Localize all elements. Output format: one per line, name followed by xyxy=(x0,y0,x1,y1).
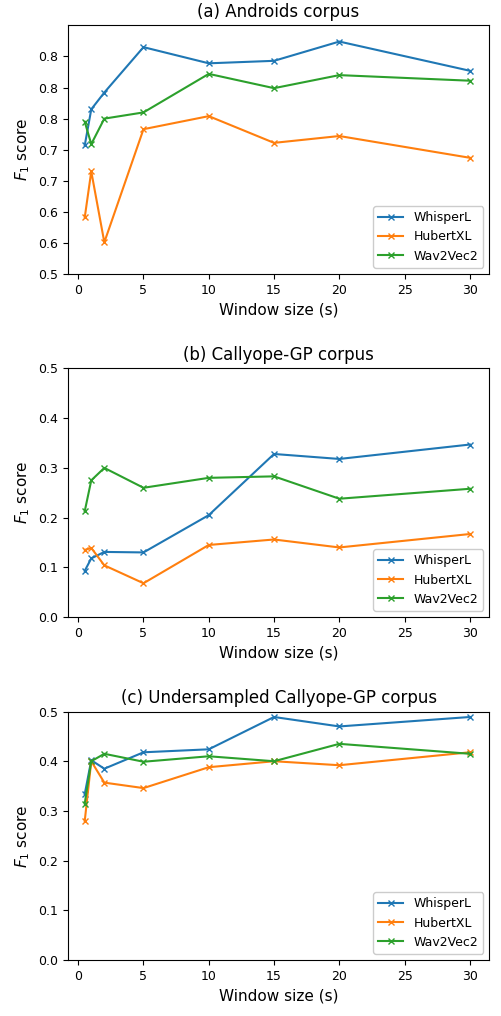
WhisperL xyxy=(205,509,211,521)
Wav2Vec2 xyxy=(466,483,472,495)
HubertXL xyxy=(336,759,342,771)
X-axis label: Window size (s): Window size (s) xyxy=(218,303,338,317)
Y-axis label: $F_1$ score: $F_1$ score xyxy=(14,461,33,524)
HubertXL xyxy=(336,542,342,554)
Wav2Vec2 xyxy=(101,113,107,125)
Legend: WhisperL, HubertXL, Wav2Vec2: WhisperL, HubertXL, Wav2Vec2 xyxy=(373,892,482,954)
HubertXL xyxy=(271,755,277,767)
Y-axis label: $F_1$ score: $F_1$ score xyxy=(14,804,33,868)
HubertXL xyxy=(205,110,211,122)
HubertXL xyxy=(101,776,107,788)
HubertXL xyxy=(336,130,342,142)
Title: (c) Undersampled Callyope-GP corpus: (c) Undersampled Callyope-GP corpus xyxy=(120,689,436,707)
HubertXL xyxy=(205,538,211,551)
Wav2Vec2 xyxy=(88,138,94,150)
HubertXL xyxy=(271,137,277,149)
HubertXL xyxy=(101,236,107,248)
WhisperL xyxy=(101,546,107,558)
WhisperL xyxy=(466,65,472,77)
WhisperL xyxy=(336,720,342,733)
Line: Wav2Vec2: Wav2Vec2 xyxy=(81,464,472,515)
X-axis label: Window size (s): Window size (s) xyxy=(218,645,338,660)
HubertXL xyxy=(140,123,146,135)
HubertXL xyxy=(140,577,146,589)
Wav2Vec2 xyxy=(205,750,211,762)
Title: (a) Androids corpus: (a) Androids corpus xyxy=(197,3,359,21)
Y-axis label: $F_1$ score: $F_1$ score xyxy=(14,118,33,182)
HubertXL xyxy=(466,151,472,164)
WhisperL xyxy=(336,453,342,465)
Wav2Vec2 xyxy=(466,748,472,760)
WhisperL xyxy=(271,711,277,723)
Wav2Vec2 xyxy=(336,69,342,81)
WhisperL xyxy=(82,139,88,151)
HubertXL xyxy=(88,542,94,554)
WhisperL xyxy=(82,565,88,577)
WhisperL xyxy=(88,104,94,116)
WhisperL xyxy=(140,547,146,559)
X-axis label: Window size (s): Window size (s) xyxy=(218,989,338,1004)
Wav2Vec2 xyxy=(82,116,88,128)
WhisperL xyxy=(466,439,472,451)
HubertXL xyxy=(466,528,472,541)
Title: (b) Callyope-GP corpus: (b) Callyope-GP corpus xyxy=(183,346,373,364)
Line: WhisperL: WhisperL xyxy=(81,441,472,574)
Line: Wav2Vec2: Wav2Vec2 xyxy=(81,70,472,147)
HubertXL xyxy=(205,761,211,773)
Line: WhisperL: WhisperL xyxy=(81,38,472,148)
HubertXL xyxy=(101,559,107,571)
WhisperL xyxy=(271,55,277,67)
WhisperL xyxy=(271,448,277,460)
Line: Wav2Vec2: Wav2Vec2 xyxy=(81,741,472,807)
WhisperL xyxy=(205,744,211,756)
Wav2Vec2 xyxy=(336,493,342,505)
HubertXL xyxy=(88,755,94,767)
WhisperL xyxy=(466,711,472,723)
WhisperL xyxy=(140,746,146,758)
HubertXL xyxy=(140,782,146,795)
HubertXL xyxy=(466,746,472,758)
WhisperL xyxy=(88,553,94,565)
Legend: WhisperL, HubertXL, Wav2Vec2: WhisperL, HubertXL, Wav2Vec2 xyxy=(373,206,482,268)
Wav2Vec2 xyxy=(101,462,107,474)
HubertXL xyxy=(82,815,88,827)
HubertXL xyxy=(271,533,277,546)
Wav2Vec2 xyxy=(88,755,94,767)
Legend: WhisperL, HubertXL, Wav2Vec2: WhisperL, HubertXL, Wav2Vec2 xyxy=(373,550,482,611)
WhisperL xyxy=(101,86,107,99)
Wav2Vec2 xyxy=(271,755,277,767)
Wav2Vec2 xyxy=(140,482,146,494)
Line: HubertXL: HubertXL xyxy=(81,749,472,824)
HubertXL xyxy=(88,166,94,178)
Wav2Vec2 xyxy=(101,748,107,760)
WhisperL xyxy=(336,36,342,48)
Wav2Vec2 xyxy=(205,68,211,80)
Line: HubertXL: HubertXL xyxy=(81,530,472,586)
WhisperL xyxy=(140,41,146,53)
Wav2Vec2 xyxy=(140,756,146,768)
Wav2Vec2 xyxy=(271,470,277,483)
Wav2Vec2 xyxy=(88,474,94,487)
WhisperL xyxy=(205,57,211,69)
Wav2Vec2 xyxy=(205,471,211,484)
Wav2Vec2 xyxy=(271,82,277,94)
Line: WhisperL: WhisperL xyxy=(81,713,472,798)
Wav2Vec2 xyxy=(82,505,88,517)
Line: HubertXL: HubertXL xyxy=(81,113,472,246)
HubertXL xyxy=(82,544,88,556)
WhisperL xyxy=(88,754,94,766)
Wav2Vec2 xyxy=(336,738,342,750)
Wav2Vec2 xyxy=(82,798,88,810)
Wav2Vec2 xyxy=(466,74,472,86)
HubertXL xyxy=(82,211,88,224)
WhisperL xyxy=(101,763,107,775)
Wav2Vec2 xyxy=(140,107,146,119)
WhisperL xyxy=(82,788,88,801)
